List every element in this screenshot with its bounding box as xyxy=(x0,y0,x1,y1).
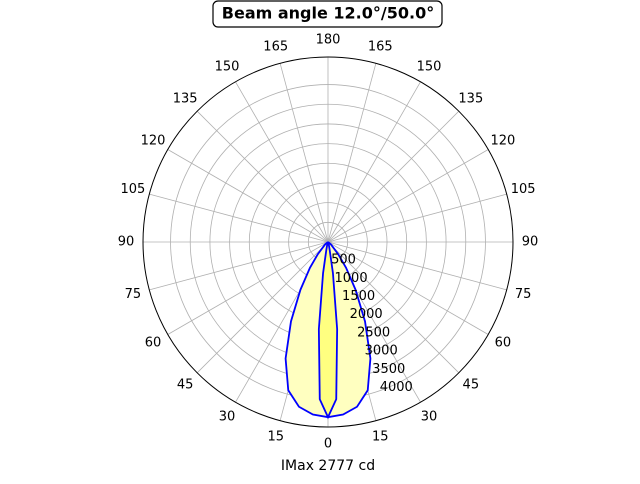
title-box xyxy=(212,0,443,28)
theta-tick-label: 0 xyxy=(324,437,332,452)
r-tick-label: 1000 xyxy=(335,271,368,286)
grid-line xyxy=(149,241,329,291)
grid-line xyxy=(235,81,329,243)
grid-line xyxy=(196,241,329,374)
theta-tick-label: 165 xyxy=(368,39,393,54)
theta-tick-label: 45 xyxy=(463,377,480,392)
grid-line xyxy=(327,193,507,243)
theta-tick-label: 30 xyxy=(421,409,438,424)
theta-tick-label: 150 xyxy=(215,60,240,75)
area xyxy=(318,242,338,418)
chart-title: Beam angle 12.0°/50.0° xyxy=(222,4,434,23)
theta-tick-label: 60 xyxy=(495,336,512,351)
theta-tick-label: 120 xyxy=(491,134,516,149)
theta-tick-label: 60 xyxy=(145,336,162,351)
theta-tick-label: 15 xyxy=(372,430,389,445)
polar-frame xyxy=(142,56,514,428)
theta-tick-label: 30 xyxy=(219,409,236,424)
grid-line xyxy=(167,149,329,243)
theta-tick-label: 15 xyxy=(267,430,284,445)
theta-tick-label: 75 xyxy=(515,287,532,302)
r-tick-label: 2500 xyxy=(357,325,390,340)
r-tick-label: 1500 xyxy=(342,289,375,304)
r-tick-label: 4000 xyxy=(380,380,413,395)
grid-line xyxy=(327,110,460,243)
grid-line xyxy=(167,241,329,335)
theta-tick-label: 105 xyxy=(120,182,145,197)
grid-line xyxy=(327,81,421,243)
theta-tick-label: 120 xyxy=(141,134,166,149)
grid-line xyxy=(279,63,329,243)
theta-tick-label: 135 xyxy=(458,92,483,107)
theta-tick-label: 165 xyxy=(263,39,288,54)
theta-tick-label: 90 xyxy=(522,235,539,250)
theta-tick-label: 105 xyxy=(511,182,536,197)
grid-line xyxy=(327,149,489,243)
r-tick-label: 3000 xyxy=(365,344,398,359)
r-tick-label: 3500 xyxy=(372,362,405,377)
grid-line xyxy=(196,110,329,243)
r-tick-label: 500 xyxy=(331,253,356,268)
theta-tick-label: 45 xyxy=(177,377,194,392)
r-tick-label: 2000 xyxy=(350,307,383,322)
theta-tick-label: 75 xyxy=(125,287,142,302)
grid-line xyxy=(327,241,489,335)
x-label: IMax 2777 cd xyxy=(281,458,375,474)
theta-tick-label: 90 xyxy=(118,235,135,250)
grid-line xyxy=(327,241,460,374)
line xyxy=(317,241,339,420)
theta-tick-label: 180 xyxy=(316,33,341,48)
theta-tick-label: 135 xyxy=(173,92,198,107)
grid-line xyxy=(327,63,377,243)
theta-tick-label: 150 xyxy=(417,60,442,75)
grid-line xyxy=(149,193,329,243)
grid-line xyxy=(327,241,507,291)
